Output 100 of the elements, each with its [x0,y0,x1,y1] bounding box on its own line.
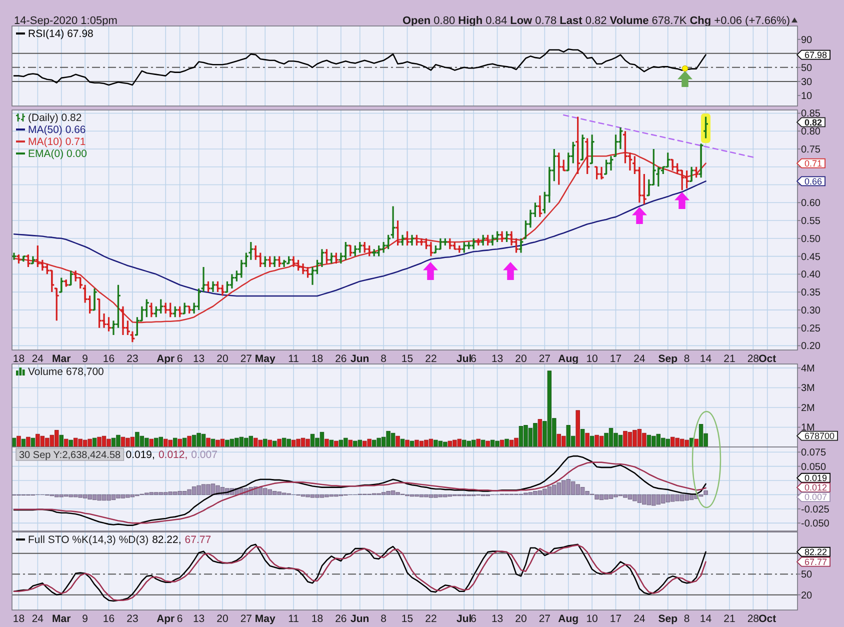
bar [585,432,590,448]
y-tick-label: 50 [801,62,813,74]
x-tick-label: 21 [724,353,736,366]
x-tick-label: 11 [288,613,300,626]
y-tick-label: 0.30 [801,305,821,316]
x-tick-label: 6 [470,613,477,626]
x-tick-label: 17 [610,613,622,626]
x-tick-label: 24 [634,353,646,366]
x-tick-label: 20 [515,613,527,626]
text: 0.007 [804,492,828,502]
text: 0.82 [804,117,822,128]
x-tick-label: Oct [758,613,777,626]
bar [26,436,30,448]
bar [272,440,277,448]
bar [277,438,282,448]
bar [405,440,410,448]
y-tick-label: 3M [801,383,815,394]
bar [538,419,542,448]
x-tick-label: Sep [658,613,678,626]
bar [173,438,178,448]
y-tick-label: 0.60 [801,198,821,210]
x-tick-label: 28 [747,613,760,626]
y-tick-label: 30 [801,76,813,88]
y-tick-label: 0.55 [801,216,821,228]
bar [396,436,400,448]
x-tick-label: 13 [192,353,205,366]
x-tick-label: 23 [126,613,138,626]
x-tick-label: 13 [192,613,205,626]
legend-label: MA(10) 0.71 [28,136,86,148]
x-tick-label: 24 [32,613,44,626]
x-tick-label: May [254,353,276,366]
x-tick-label: 18 [311,613,324,626]
x-tick-label: 18 [12,613,25,626]
x-tick-label: Apr [156,613,175,626]
x-tick-label: 15 [401,613,414,626]
y-tick-label: 20 [801,590,813,602]
bar [480,440,486,448]
x-tick-label: 24 [32,353,44,366]
bar [149,438,154,448]
text: 0.019 [804,473,828,484]
annotation: 30 Sep Y:2,638,424.58 [19,450,122,461]
annotation: 0.012, [158,449,188,462]
y-tick-label: -0.025 [801,504,830,516]
text: 0.71 [804,158,822,168]
bar [68,440,73,448]
x-tick-label: 18 [12,353,25,366]
bar [324,438,329,448]
x-tick-label: 27 [538,613,551,626]
x-tick-label: 13 [491,613,504,626]
bar [694,438,698,448]
x-tick-label: Aug [558,613,579,626]
bar [16,436,21,448]
x-tick-label: 23 [126,353,138,366]
x-tick-label: Jun [350,613,370,626]
x-tick-label: Jul [456,353,472,366]
annotation: 82.22, [152,534,182,546]
x-tick-label: 20 [216,353,228,366]
x-tick-label: 11 [288,353,300,366]
x-tick-label: 6 [470,353,477,366]
y-tick-label: 0.075 [801,448,826,459]
x-tick-label: Mar [52,353,71,366]
x-tick-label: 16 [102,613,115,626]
y-tick-label: 0.80 [801,126,821,138]
text: 14-Sep-2020 1:05pm [14,15,118,27]
text: 0.012 [804,482,828,493]
bar [580,428,585,448]
y-tick-label: 0.25 [801,323,821,334]
x-tick-label: 8 [380,613,387,626]
x-tick-label: 26 [335,353,347,366]
bar [486,440,490,448]
line-series [13,48,706,86]
x-tick-label: Mar [52,613,71,626]
chart-title: Full STO %K(14,3) %D(3) [28,534,149,546]
legend-label: EMA(0) 0.00 [28,148,88,160]
x-tick-label: 8 [684,353,690,366]
annotation: 67.77 [184,534,212,546]
x-tick-label: Jun [350,353,370,366]
text: Open 0.80 High 0.84 Low 0.78 Last 0.82 Volume 678.7K Chg +0.06 (+7.66%) [402,15,790,27]
x-tick-label: Sep [658,353,678,366]
legend-label: MA(50) 0.66 [28,124,86,136]
bar [187,436,192,448]
bar [206,438,210,448]
x-tick-label: 13 [491,353,504,366]
x-tick-label: 15 [401,353,414,366]
y-tick-label: 2M [801,402,815,414]
y-tick-label: 0.35 [801,288,821,299]
text: 67.77 [804,556,828,567]
x-tick-label: 27 [538,353,551,366]
bar [576,410,580,448]
x-tick-label: 9 [82,613,88,626]
x-tick-label: 14 [700,613,712,626]
y-tick-label: 4M [801,363,815,374]
bar [268,440,272,448]
text: 0.66 [804,176,822,186]
y-tick-label: 10 [801,90,813,102]
bar [178,438,182,448]
legend-label: RSI(14) 67.98 [28,28,94,40]
x-tick-label: 28 [747,353,760,366]
x-tick-label: 9 [82,353,88,366]
bar [476,438,480,448]
